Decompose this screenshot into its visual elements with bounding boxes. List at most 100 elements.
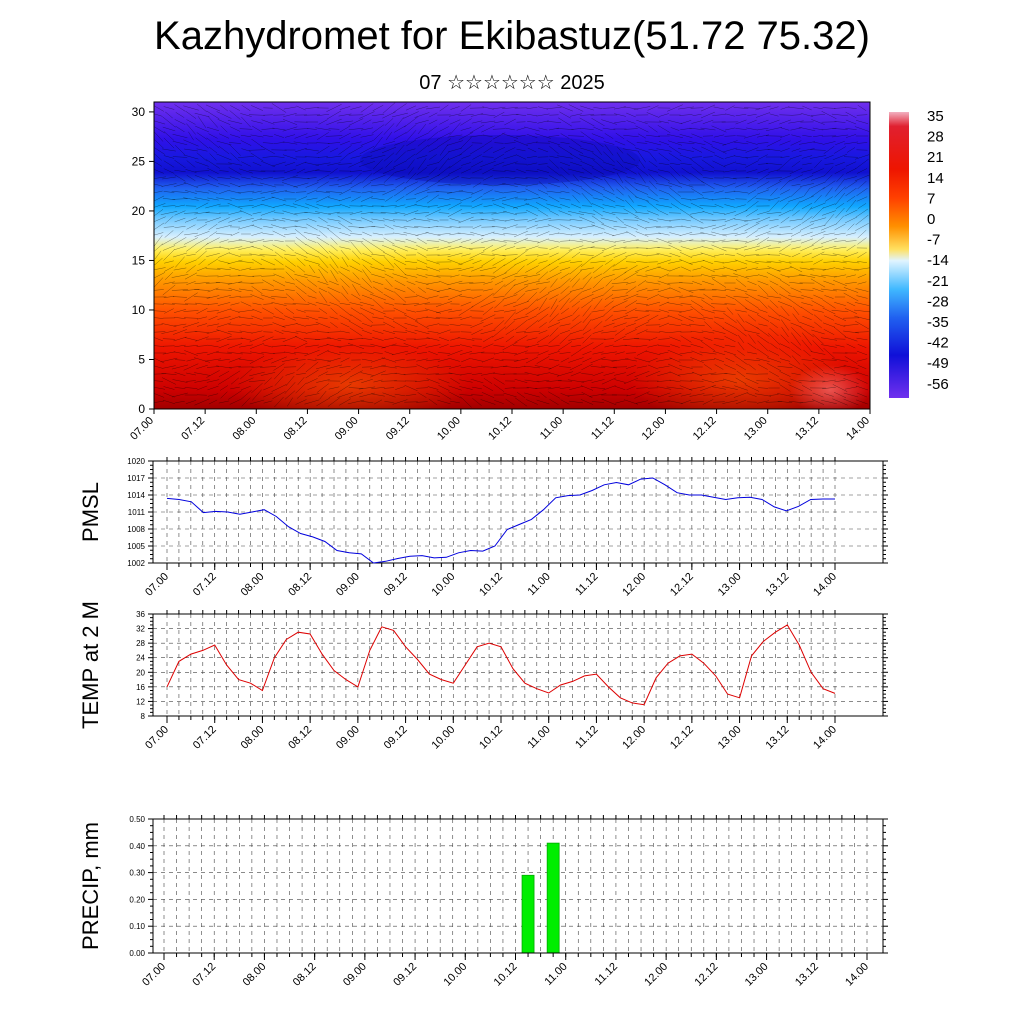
colorbar-label: 7: [927, 190, 935, 207]
heatmap-y-tick-label: 30: [132, 105, 146, 119]
x-tick-label: 07.00: [140, 961, 168, 989]
x-tick-label: 12.12: [668, 571, 696, 599]
colorbar-label: -42: [927, 335, 949, 352]
heatmap-x-tick-label: 13.12: [793, 415, 821, 443]
heatmap-y-axis: 0 5 10 15 20 25 30: [132, 105, 154, 416]
colorbar-label: -7: [927, 232, 940, 249]
y-tick-label: 0.30: [129, 869, 145, 878]
heatmap-y-tick-label: 25: [132, 154, 146, 168]
heatmap-x-tick-label: 10.12: [486, 415, 514, 443]
heatmap-x-tick-label: 09.12: [384, 415, 412, 443]
x-tick-label: 07.12: [191, 571, 219, 599]
colorbar-label: -28: [927, 293, 949, 310]
x-tick-label: 08.00: [241, 961, 269, 989]
x-tick-label: 11.00: [525, 724, 552, 751]
heatmap-x-tick-label: 12.12: [691, 415, 719, 443]
x-tick-label: 07.00: [143, 724, 171, 752]
x-tick-label: 10.12: [477, 571, 505, 599]
heatmap-y-tick-label: 10: [132, 303, 146, 317]
x-tick-label: 11.12: [593, 961, 620, 988]
heatmap-y-tick-label: 0: [138, 402, 145, 416]
colorbar: 35 28 21 14 7 0 -7 -14 -21 -28 -35 -42 -49 -56: [889, 108, 949, 398]
heatmap-y-tick-label: 15: [132, 253, 146, 267]
precip-x-axis: 07.00 07.12 08.00 08.12 09.00 09.12 10.00 10.12…: [140, 815, 871, 989]
x-tick-label: 09.12: [391, 961, 419, 989]
y-tick-label: 0.10: [129, 922, 145, 931]
x-tick-label: 10.00: [429, 571, 457, 599]
x-tick-label: 13.12: [763, 724, 791, 752]
y-tick-label: 0.20: [129, 895, 145, 904]
y-tick-label: 1020: [127, 457, 145, 466]
x-tick-label: 13.00: [743, 961, 771, 989]
x-tick-label: 09.12: [382, 571, 410, 599]
y-tick-label: 20: [136, 668, 145, 677]
x-tick-label: 08.12: [291, 961, 319, 989]
precip-bars: [521, 842, 560, 954]
pmsl-grid: [153, 460, 883, 564]
precip-panel: 0.00 0.10 0.20 0.30 0.40 0.50 07.00 07.12 08.00…: [78, 815, 888, 989]
y-tick-label: 1002: [127, 559, 145, 568]
heatmap-panel: 0 5 10 15 20 25 30 07.00 07.12 08.00 08.12 09.00 09…: [128, 101, 872, 443]
x-tick-label: 10.00: [441, 961, 469, 989]
heatmap-y-tick-label: 20: [132, 204, 146, 218]
precip-bar: [521, 874, 535, 954]
y-tick-label: 1014: [127, 491, 145, 500]
x-tick-label: 12.12: [668, 724, 696, 752]
x-tick-label: 13.12: [763, 571, 791, 599]
x-tick-label: 07.00: [143, 571, 171, 599]
x-tick-label: 08.12: [286, 571, 314, 599]
y-tick-label: 0.00: [129, 949, 145, 958]
x-tick-label: 09.00: [334, 571, 362, 599]
x-tick-label: 14.00: [811, 571, 839, 599]
y-tick-label: 28: [136, 639, 145, 648]
temp-axis-label: TEMP at 2 M: [78, 601, 103, 729]
x-tick-label: 12.12: [693, 961, 721, 989]
heatmap-warm-pockets: [230, 135, 870, 409]
heatmap-x-tick-label: 07.12: [179, 415, 207, 443]
y-tick-label: 32: [136, 625, 145, 634]
y-tick-label: 36: [136, 610, 145, 619]
x-tick-label: 08.00: [239, 571, 267, 599]
x-tick-label: 14.00: [843, 961, 871, 989]
heatmap-x-tick-label: 10.00: [435, 415, 463, 443]
heatmap-x-tick-label: 08.00: [230, 415, 258, 443]
heatmap-x-tick-label: 08.12: [282, 415, 310, 443]
x-tick-label: 07.12: [190, 961, 218, 989]
precip-grid: [153, 818, 883, 954]
colorbar-label: -49: [927, 355, 949, 372]
x-tick-label: 08.12: [286, 724, 314, 752]
x-tick-label: 11.12: [573, 571, 600, 598]
heatmap-x-tick-label: 14.00: [844, 415, 872, 443]
temp-series-line: [166, 624, 836, 706]
heatmap-y-tick-label: 5: [138, 352, 145, 366]
pmsl-series-line: [166, 477, 835, 564]
x-tick-label: 11.00: [542, 961, 569, 988]
y-tick-label: 16: [136, 683, 145, 692]
heatmap-x-tick-label: 09.00: [333, 415, 361, 443]
chart-subtitle: 07 ☆☆☆☆☆☆ 2025: [419, 72, 605, 94]
colorbar-label: 14: [927, 170, 944, 187]
temp-x-axis: 07.00 07.12 08.00 08.12 09.00 09.12 10.00 10.12…: [143, 610, 839, 752]
y-tick-label: 1008: [127, 525, 145, 534]
pmsl-panel: 1002 1005 1008 1011 1014 1017 1020 07.00 07.12 0…: [78, 457, 888, 599]
y-tick-label: 24: [136, 654, 145, 663]
x-tick-label: 08.00: [239, 724, 267, 752]
x-tick-label: 13.12: [793, 961, 821, 989]
heatmap-x-tick-label: 11.12: [589, 415, 616, 442]
colorbar-label: 28: [927, 129, 944, 146]
colorbar-label: 21: [927, 149, 944, 166]
y-tick-label: 12: [136, 697, 145, 706]
x-tick-label: 09.00: [334, 724, 362, 752]
y-tick-label: 8: [141, 712, 146, 721]
temp-panel: 8 12 16 20 24 28 32 36 07.00 07.12 08.00 08.12 09.0…: [78, 601, 888, 752]
temp-grid: [153, 613, 883, 717]
y-tick-label: 1017: [127, 474, 145, 483]
precip-frame: [152, 818, 884, 954]
x-tick-label: 10.12: [492, 961, 520, 989]
colorbar-label: 0: [927, 211, 935, 228]
colorbar-label: -35: [927, 314, 949, 331]
colorbar-label: -56: [927, 376, 949, 393]
x-tick-label: 09.12: [382, 724, 410, 752]
precip-bar: [546, 842, 560, 954]
